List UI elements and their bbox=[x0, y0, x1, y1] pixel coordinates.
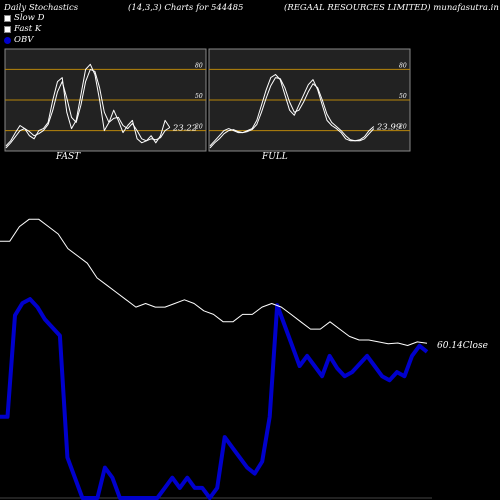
legend-label: Slow D bbox=[14, 13, 45, 23]
level-tick-label: 50 bbox=[195, 93, 203, 100]
close-line bbox=[0, 218, 428, 346]
chart-header-right: (REGAAL RESOURCES LIMITED) munafasutra.i… bbox=[284, 3, 499, 13]
panel-full-series-0 bbox=[209, 74, 375, 147]
legend-label: OBV bbox=[14, 35, 34, 45]
panel-fast-series-1 bbox=[5, 68, 171, 149]
level-tick-label: 80 bbox=[399, 62, 407, 69]
legend-label: Fast K bbox=[14, 24, 42, 34]
level-tick-label: 20 bbox=[398, 124, 407, 131]
panel-full-last-value: 23.99 bbox=[376, 123, 402, 133]
panel-fast-last-value: 23.22 bbox=[172, 124, 197, 134]
level-tick-label: 50 bbox=[399, 93, 407, 100]
panel-fast-series-0 bbox=[5, 63, 171, 147]
panel-full-series-1 bbox=[209, 77, 375, 149]
level-tick-label: 80 bbox=[195, 62, 203, 69]
legend-item-fast-k: Fast K bbox=[4, 24, 44, 35]
level-tick-label: 20 bbox=[194, 124, 203, 131]
panel-title-full: FULL bbox=[262, 152, 288, 162]
chart-header-center: (14,3,3) Charts for 544485 bbox=[128, 3, 244, 13]
white-square-icon bbox=[4, 26, 11, 33]
legend: Slow D Fast K OBV bbox=[4, 13, 44, 46]
legend-item-obv: OBV bbox=[4, 35, 44, 46]
chart-header-left: Daily Stochastics bbox=[4, 3, 79, 13]
blue-dot-icon bbox=[4, 37, 11, 44]
legend-item-slow-d: Slow D bbox=[4, 13, 44, 24]
panel-title-fast: FAST bbox=[56, 152, 81, 162]
white-square-icon bbox=[4, 15, 11, 22]
obv-line bbox=[0, 297, 429, 500]
close-last-value: 60.14Close bbox=[437, 341, 488, 351]
